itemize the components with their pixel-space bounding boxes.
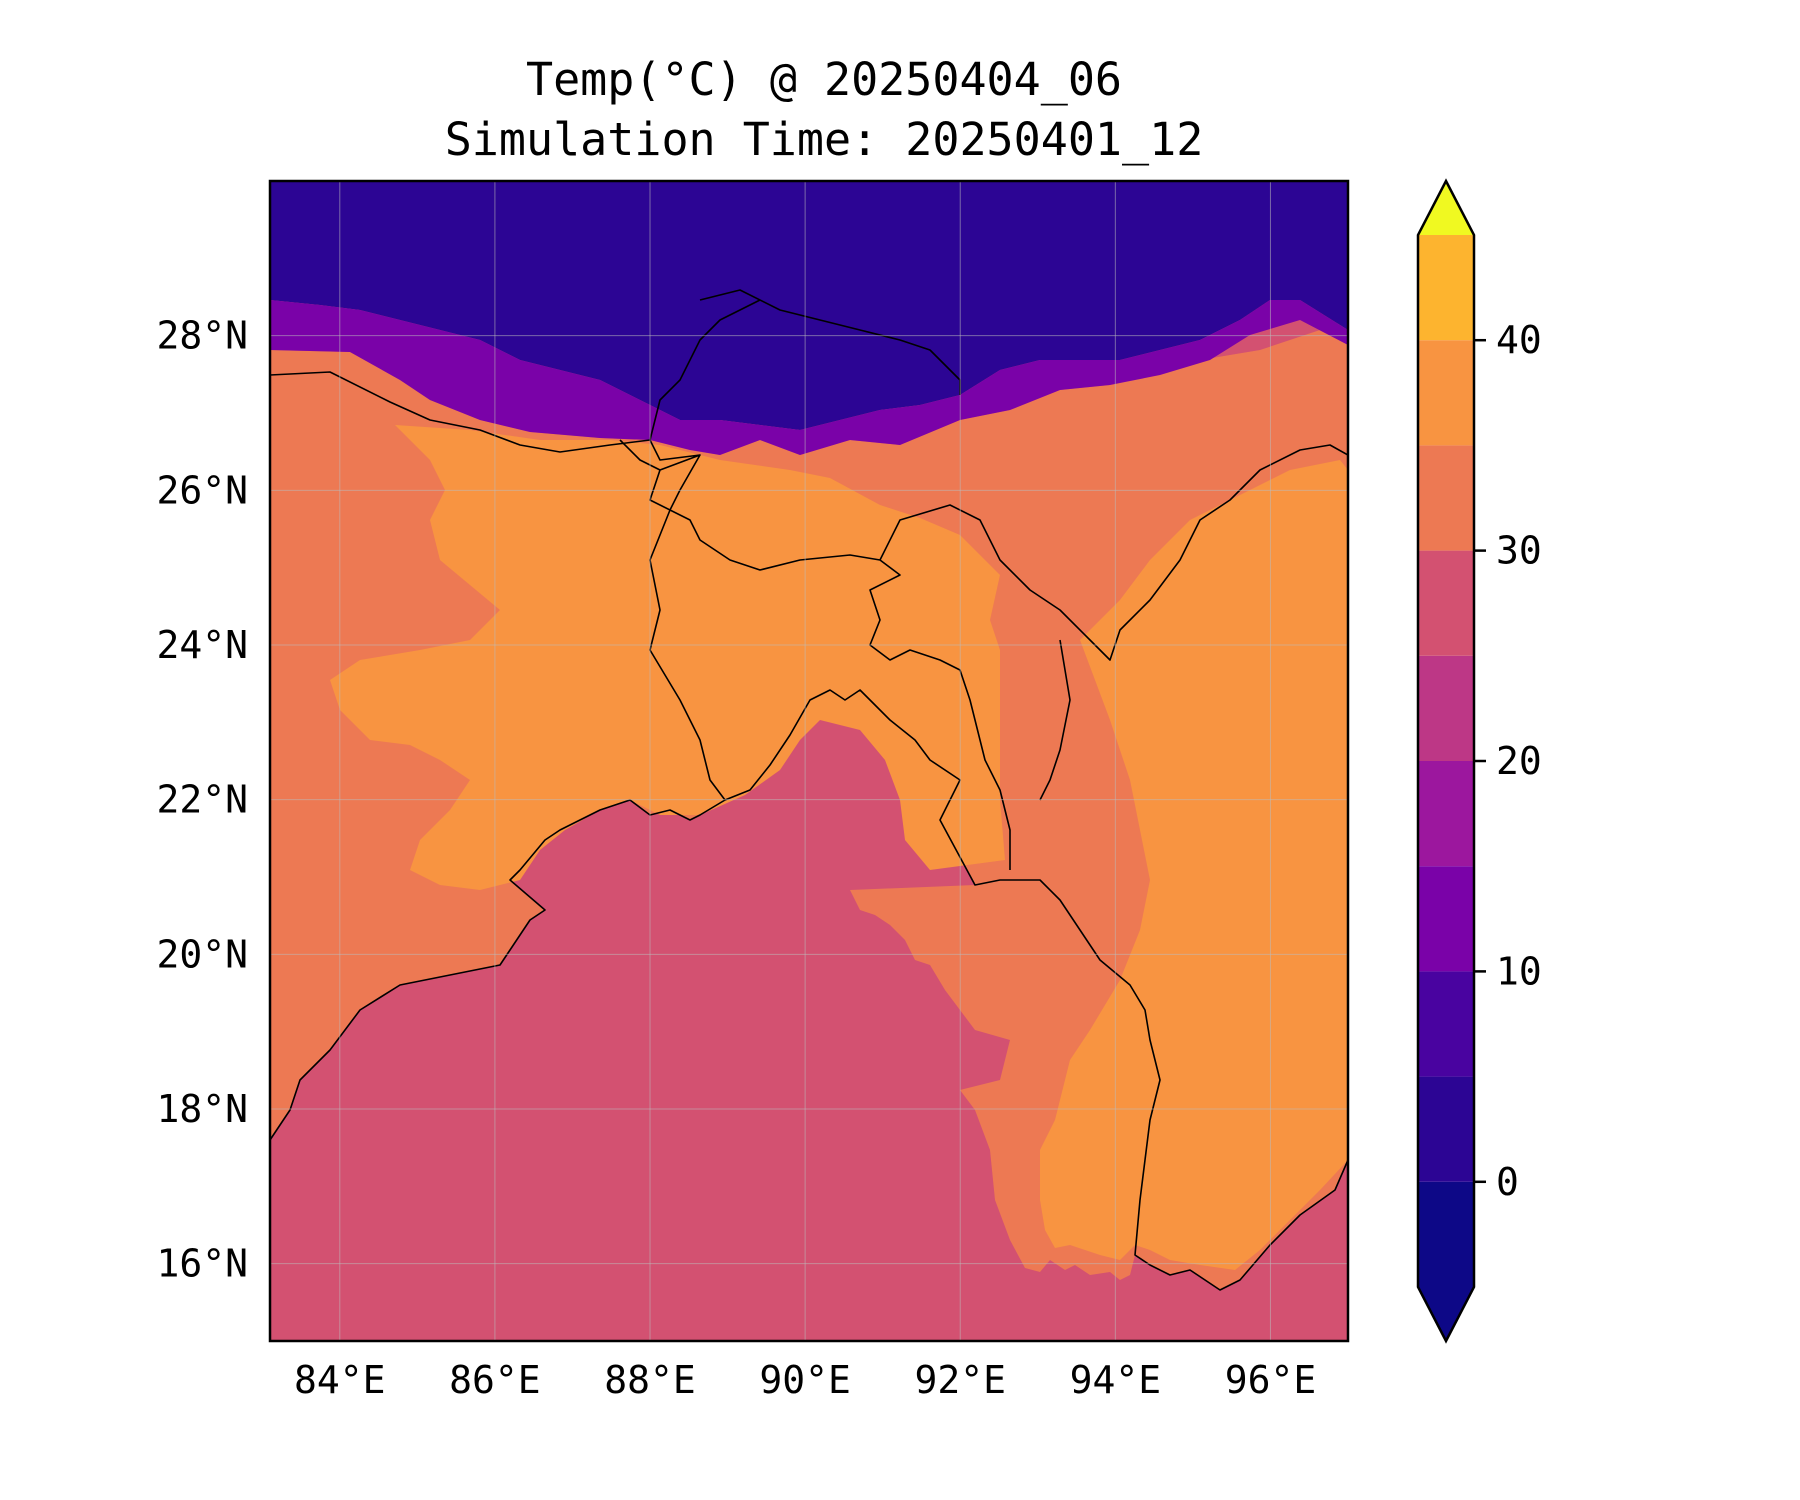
temperature-colorbar: 0 10 20 30 40 [1416, 178, 1542, 1344]
himalaya-cold-region [270, 181, 1348, 430]
colorbar-segment [1418, 445, 1474, 551]
colorbar-segment [1418, 971, 1474, 1077]
colorbar-tick-label: 40 [1496, 318, 1542, 362]
himalaya-foothill-region [270, 300, 1348, 455]
latitude-tick-labels: 16°N 18°N 20°N 22°N 24°N 26°N 28°N [156, 314, 248, 1286]
lon-tick-label: 90°E [759, 1358, 851, 1402]
lon-tick-label: 88°E [604, 1358, 696, 1402]
lat-tick-label: 24°N [156, 623, 248, 667]
map-plot-area [270, 181, 1348, 1341]
map-frame [268, 179, 1350, 1343]
colorbar-tick-label: 20 [1496, 739, 1542, 783]
lat-tick-label: 18°N [156, 1087, 248, 1131]
lon-tick-label: 84°E [294, 1358, 386, 1402]
lat-tick-label: 28°N [156, 314, 248, 358]
lon-tick-label: 86°E [449, 1358, 541, 1402]
colorbar-tick-label: 30 [1496, 529, 1542, 573]
map-title-line-1: Temp(°C) @ 20250404_06 [526, 53, 1122, 106]
lat-tick-label: 22°N [156, 778, 248, 822]
lon-tick-label: 92°E [914, 1358, 1006, 1402]
map-gridlines [270, 181, 1348, 1341]
map-title-line-2: Simulation Time: 20250401_12 [445, 113, 1204, 166]
colorbar-segment [1418, 1181, 1474, 1287]
lat-tick-label: 26°N [156, 468, 248, 512]
colorbar-tick-label: 0 [1496, 1160, 1519, 1204]
colorbar-segment [1418, 866, 1474, 972]
colorbar-segment [1418, 655, 1474, 761]
colorbar-segment [1418, 235, 1474, 341]
colorbar-segment [1418, 340, 1474, 446]
lon-tick-label: 96°E [1225, 1358, 1317, 1402]
colorbar-extend-max [1418, 181, 1474, 235]
colorbar-extend-min [1418, 1287, 1474, 1341]
longitude-tick-labels: 84°E 86°E 88°E 90°E 92°E 94°E 96°E [294, 1358, 1316, 1402]
colorbar-segment [1418, 761, 1474, 867]
colorbar-outline [1416, 178, 1476, 1344]
lat-tick-label: 16°N [156, 1242, 248, 1286]
lat-tick-label: 20°N [156, 932, 248, 976]
colorbar-tick-label: 10 [1496, 949, 1542, 993]
lowland-hot-region [330, 425, 1005, 890]
myanmar-hot-region [1040, 460, 1348, 1270]
colorbar-segment [1418, 1076, 1474, 1182]
colorbar-segment [1418, 550, 1474, 656]
coastline [270, 689, 1348, 1291]
lon-tick-label: 94°E [1070, 1358, 1162, 1402]
